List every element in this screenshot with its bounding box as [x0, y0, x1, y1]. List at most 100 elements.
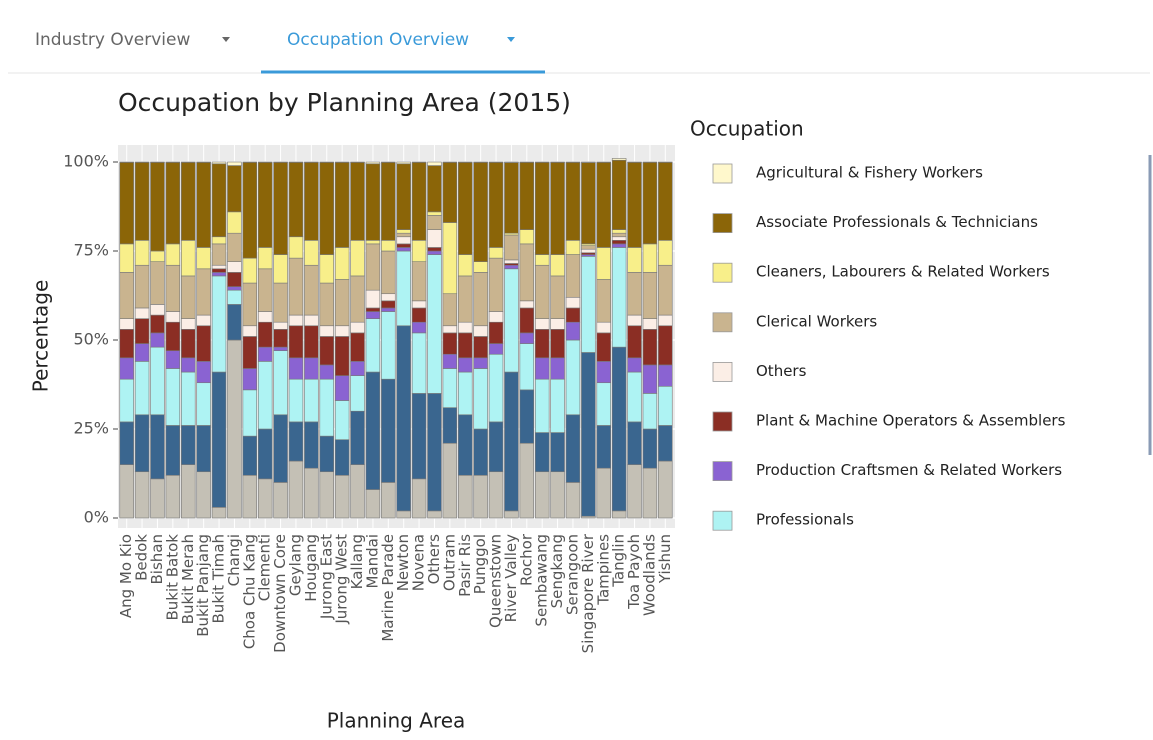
bar-segment: [565, 162, 581, 241]
x-tick-label: Serangoon: [563, 534, 581, 615]
x-tick-label: Kallang: [348, 534, 366, 589]
bar-segment: [504, 161, 519, 164]
legend-label: Production Craftsmen & Related Workers: [756, 461, 1062, 479]
bar-segment: [365, 318, 381, 373]
x-tick-label: Jurong East: [317, 534, 335, 620]
bar-segment: [488, 311, 504, 323]
x-tick-label: Tanglin: [610, 534, 628, 588]
bar-segment: [458, 275, 473, 323]
legend-key: [712, 213, 733, 234]
bar-segment: [211, 243, 227, 266]
bar-segment: [658, 314, 673, 327]
bar-segment: [596, 279, 611, 323]
bar-segment: [211, 507, 227, 519]
bar-segment: [334, 336, 350, 376]
bar-segment: [550, 318, 565, 330]
bar-segment: [319, 336, 334, 366]
bar-segment: [242, 389, 258, 437]
bar-segment: [242, 474, 258, 519]
bar-segment: [611, 510, 627, 519]
bar-segment: [381, 307, 396, 312]
bar-segment: [319, 282, 334, 327]
bar-segment: [411, 332, 427, 394]
bar-segment: [350, 361, 365, 376]
bar-segment: [365, 243, 381, 291]
bar-segment: [611, 159, 627, 230]
x-axis-title: Planning Area: [327, 709, 466, 733]
bar-segment: [319, 435, 334, 473]
bar-segment: [273, 482, 288, 519]
bar-segment: [334, 247, 350, 280]
legend-label: Plant & Machine Operators & Assemblers: [756, 412, 1066, 430]
bar-segment: [627, 357, 642, 373]
bar-segment: [581, 248, 596, 254]
bar-segment: [350, 162, 365, 241]
bar-segment: [596, 425, 611, 469]
legend-key: [712, 312, 733, 333]
bar-segment: [365, 240, 381, 245]
bar-segment: [642, 329, 658, 366]
x-tick-label: Singapore River: [579, 533, 597, 653]
bar-segment: [519, 332, 535, 344]
bar-segment: [458, 254, 473, 277]
bar-segment: [565, 482, 581, 519]
bar-segment: [534, 471, 550, 519]
x-tick-label: Others: [425, 534, 443, 585]
bar-segment: [611, 158, 627, 161]
bar-segment: [458, 414, 473, 476]
bar-segment: [350, 375, 365, 412]
bar-segment: [627, 162, 642, 248]
tab-occupation[interactable]: Occupation Overview: [287, 30, 469, 50]
bar-segment: [334, 375, 350, 401]
bar-segment: [227, 272, 242, 287]
bar-segment: [273, 350, 288, 416]
bar-segment: [288, 314, 304, 327]
bar-segment: [211, 264, 227, 270]
bar-segment: [611, 346, 627, 512]
bar-segment: [334, 279, 350, 327]
bar-segment: [519, 307, 535, 334]
bar-segment: [381, 482, 396, 519]
bar-segment: [227, 232, 242, 262]
bar-segment: [134, 414, 150, 473]
bar-segment: [473, 474, 488, 519]
bar-segment: [596, 382, 611, 426]
bar-segment: [581, 162, 596, 245]
x-tick-label: Marine Parade: [379, 534, 397, 642]
bar-segment: [165, 425, 181, 476]
bar-segment: [196, 314, 211, 327]
bar-segment: [534, 378, 550, 433]
bar-segment: [196, 268, 211, 316]
bar-segment: [227, 161, 242, 166]
bar-segment: [165, 311, 181, 323]
legend-key: [712, 163, 733, 184]
bar-segment: [411, 240, 427, 262]
bar-segment: [550, 275, 565, 319]
bar-segment: [196, 425, 211, 473]
bar-segment: [181, 162, 196, 241]
x-tick-label: Novena: [410, 534, 428, 591]
bar-segment: [519, 343, 535, 391]
tab-industry[interactable]: Industry Overview: [35, 30, 190, 50]
bar-segment: [565, 240, 581, 255]
bar-segment: [504, 259, 519, 264]
bar-segment: [658, 460, 673, 519]
bar-segment: [181, 464, 196, 519]
bar-segment: [458, 321, 473, 334]
bar-segment: [381, 250, 396, 295]
x-tick-label: Outram: [440, 534, 458, 591]
legend-key: [712, 361, 733, 382]
bar-segment: [550, 471, 565, 519]
bar-segment: [427, 250, 442, 255]
bar-segment: [134, 264, 150, 309]
bar-segment: [581, 256, 596, 353]
x-tick-label: Bukit Merah: [179, 534, 197, 624]
y-tick-label: 25%: [73, 419, 109, 438]
bar-segment: [150, 304, 165, 316]
bar-segment: [319, 254, 334, 284]
bar-segment: [288, 460, 304, 519]
bar-segment: [273, 329, 288, 348]
bar-segment: [273, 414, 288, 483]
bar-segment: [196, 471, 211, 519]
bar-segment: [442, 222, 458, 295]
